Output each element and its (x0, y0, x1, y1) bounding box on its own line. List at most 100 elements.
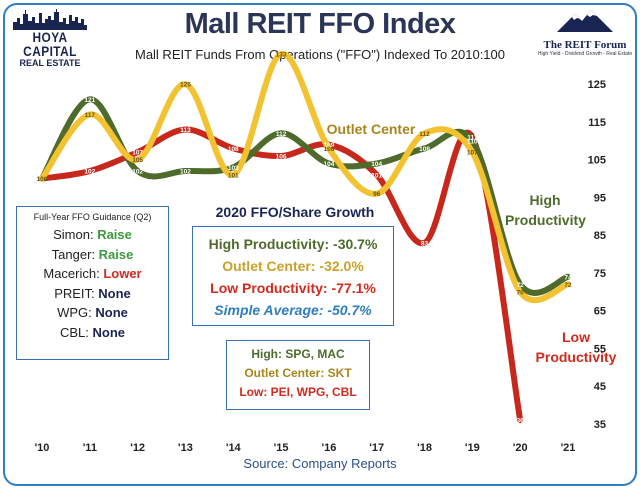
x-tick-label: '19 (465, 442, 480, 454)
y-tick-label: 65 (594, 306, 606, 318)
data-label: 36 (517, 418, 525, 425)
data-label: 108 (419, 146, 430, 153)
data-label: 101 (228, 172, 239, 179)
data-label: 102 (84, 169, 95, 176)
y-tick-label: 95 (594, 192, 606, 204)
skyline-icon (13, 9, 87, 30)
growth-row: Low Productivity: -77.1% (210, 280, 376, 296)
x-tick-label: '21 (561, 442, 576, 454)
data-label: 102 (180, 169, 191, 176)
guidance-heading: Full-Year FFO Guidance (Q2) (33, 212, 152, 222)
series-label-low: Low Productivity (526, 327, 626, 367)
growth-title: 2020 FFO/Share Growth (215, 204, 375, 220)
data-label: 117 (85, 112, 96, 119)
guidance-company: Macerich: (43, 266, 104, 281)
x-tick-label: '20 (513, 442, 528, 454)
x-tick-label: '17 (369, 442, 384, 454)
y-tick-label: 115 (588, 117, 606, 129)
data-label: 112 (419, 131, 430, 138)
series-label-low-line2: Productivity (535, 349, 617, 365)
series-line (39, 51, 571, 303)
left-logo-line1: HOYA CAPITAL (23, 29, 77, 59)
data-label: 101 (371, 172, 382, 179)
guidance-row: Simon: Raise (17, 225, 168, 245)
guidance-value: None (98, 285, 131, 301)
data-label: 70 (517, 289, 525, 296)
data-label: 106 (276, 153, 287, 160)
hoya-capital-logo: HOYA CAPITAL REAL ESTATE (8, 8, 92, 68)
data-label: 72 (564, 282, 572, 289)
data-label: 121 (84, 97, 95, 104)
growth-row: Outlet Center: -32.0% (222, 258, 364, 274)
data-label: 112 (276, 131, 287, 138)
data-label: 102 (132, 169, 143, 176)
y-tick-label: 125 (588, 79, 606, 91)
growth-row: High Productivity: -30.7% (208, 236, 378, 252)
member-row: Outlet Center: SKT (244, 366, 352, 380)
data-label: 133 (276, 52, 287, 59)
x-tick-label: '10 (35, 442, 50, 454)
guidance-value: Raise (98, 246, 134, 262)
data-label: 74 (564, 274, 572, 281)
source-note: Source: Company Reports (243, 456, 397, 471)
guidance-value: None (92, 324, 126, 340)
data-label: 110 (467, 138, 478, 145)
guidance-row: CBL: None (17, 323, 168, 343)
mountain-icon (557, 10, 613, 32)
x-tick-label: '13 (178, 442, 193, 454)
guidance-value: Lower (103, 266, 142, 281)
guidance-value: None (95, 305, 128, 320)
guidance-company: CBL: (59, 324, 93, 340)
x-tick-label: '15 (274, 442, 289, 454)
data-label: 103 (228, 165, 239, 172)
data-label: 100 (37, 176, 48, 183)
y-tick-label: 75 (594, 268, 606, 280)
x-tick-label: '12 (130, 442, 145, 454)
data-label: 107 (132, 150, 143, 157)
series-label-low-line1: Low (562, 329, 590, 345)
guidance-company: Simon: (53, 227, 98, 242)
y-tick-label: 105 (588, 155, 606, 167)
data-label: 83 (421, 240, 429, 247)
y-tick-label: 45 (594, 381, 606, 393)
data-label: 72 (517, 282, 525, 289)
series-label-high-line1: High (529, 192, 561, 208)
data-label: 108 (228, 146, 239, 153)
guidance-value: Raise (97, 227, 132, 242)
data-label: 105 (132, 157, 143, 164)
left-logo-line2: REAL ESTATE (19, 58, 81, 68)
y-tick-label: 35 (594, 419, 606, 431)
guidance-row: Macerich: Lower (17, 264, 168, 284)
guidance-box: Full-Year FFO Guidance (Q2) Simon: Raise… (16, 206, 169, 360)
guidance-company: PREIT: (54, 285, 99, 301)
x-tick-label: '11 (83, 442, 97, 454)
guidance-row: WPG: None (17, 303, 168, 323)
right-logo-line2: High Yield - Dividend Growth - Real Esta… (537, 51, 633, 57)
guidance-row: Tanger: Raise (17, 245, 168, 265)
data-label: 108 (323, 146, 334, 153)
series-label-outlet: Outlet Center (326, 121, 416, 137)
growth-row: Simple Average: -50.7% (214, 302, 372, 318)
member-row: Low: PEI, WPG, CBL (239, 385, 357, 399)
guidance-row: PREIT: None (17, 284, 168, 304)
data-label: 96 (373, 191, 381, 198)
data-label: 109 (323, 142, 334, 149)
guidance-company: WPG: (57, 305, 96, 320)
data-label: 111 (467, 135, 478, 142)
y-tick-label: 85 (594, 230, 606, 242)
chart-subtitle: Mall REIT Funds From Operations ("FFO") … (134, 47, 506, 62)
x-tick-label: '16 (321, 442, 336, 454)
data-label: 107 (467, 150, 478, 157)
right-logo-line1: The REIT Forum (543, 39, 627, 51)
data-label: 104 (323, 161, 334, 168)
member-row: High: SPG, MAC (251, 347, 345, 361)
x-tick-label: '14 (226, 442, 242, 454)
y-tick-label: 55 (594, 343, 606, 355)
chart-title: Mall REIT FFO Index (184, 8, 456, 40)
data-label: 104 (371, 161, 382, 168)
data-label: 113 (180, 127, 191, 134)
members-box: High: SPG, MAC Outlet Center: SKT Low: PEI… (226, 340, 370, 410)
series-label-high: High Productivity (505, 190, 586, 230)
data-label: 125 (180, 82, 191, 89)
